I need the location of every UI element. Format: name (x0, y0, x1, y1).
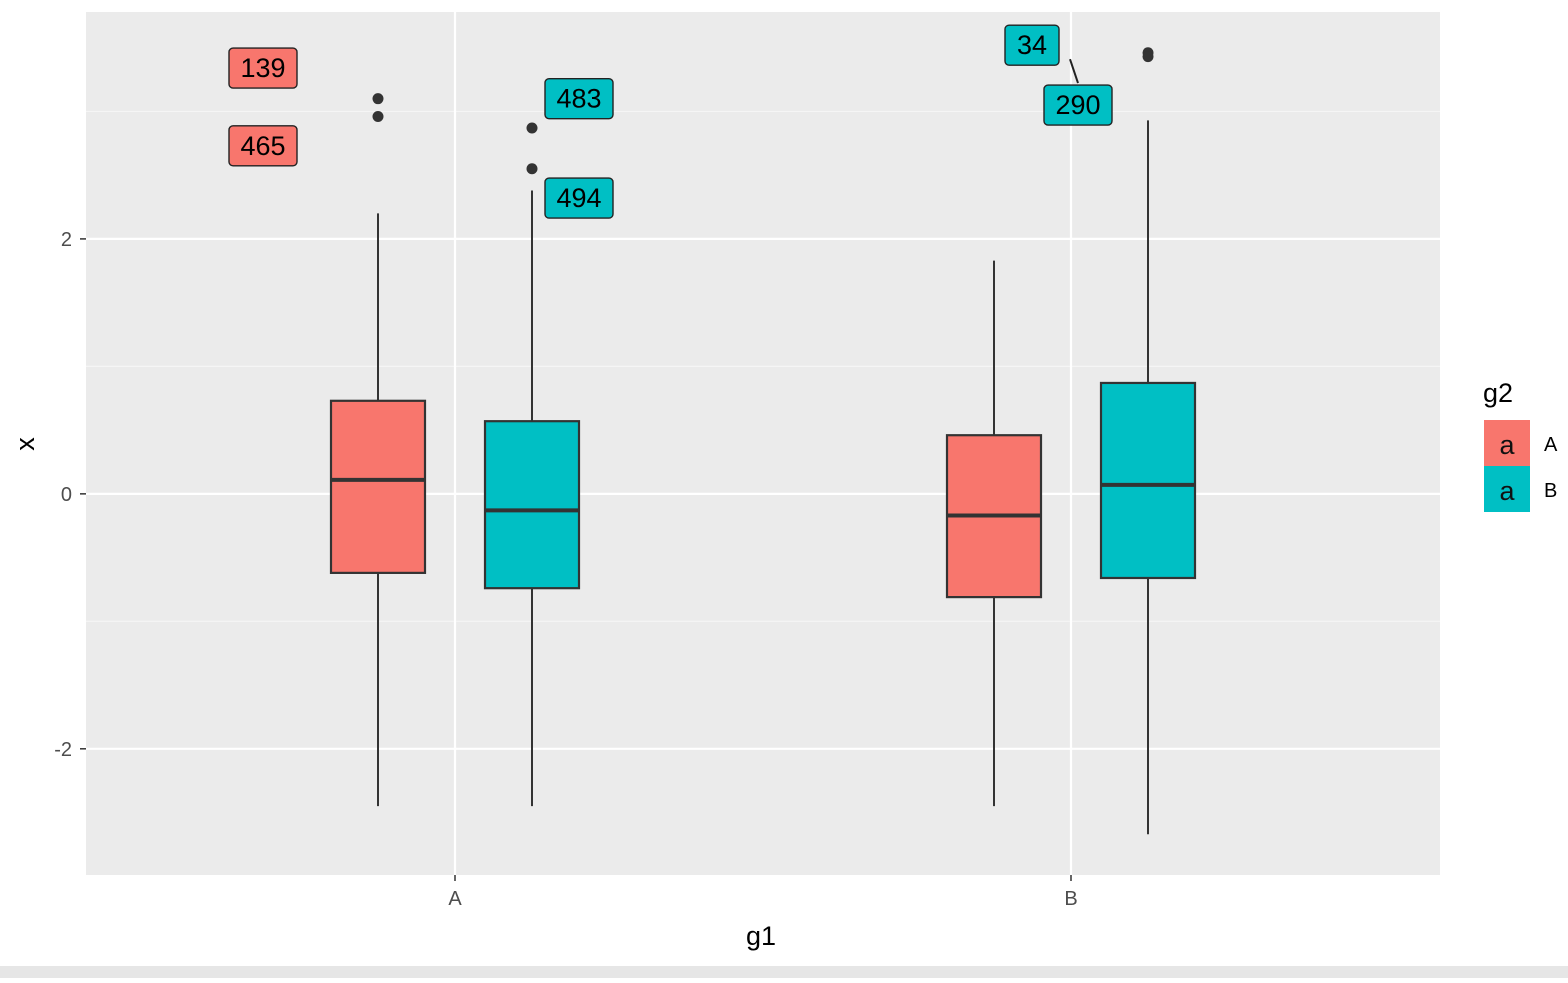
y-axis-title: x (10, 437, 40, 451)
outlier-label-box (228, 47, 298, 89)
label-leader-line (1069, 58, 1079, 84)
outlier-label-text: 483 (556, 84, 601, 114)
outlier-label-box (1004, 24, 1060, 66)
axes: -2 0 2 A B (54, 229, 1077, 910)
boxes (329, 47, 1197, 835)
outlier-label-text: 465 (240, 131, 285, 161)
grid-lines (86, 12, 1440, 875)
outlier-label: 494 (544, 177, 614, 219)
legend-key-b (1484, 466, 1530, 512)
outlier-label-text: 494 (556, 183, 601, 213)
y-tick-label: 2 (61, 229, 72, 251)
legend-label-a: A (1544, 434, 1558, 456)
outlier-label-text: 139 (240, 53, 285, 83)
outlier-point (526, 122, 538, 134)
outlier-label-box (544, 177, 614, 219)
outlier-label: 139 (228, 47, 298, 89)
outlier-point (372, 93, 384, 105)
outlier-label-box (1043, 84, 1113, 126)
outlier-point (526, 163, 538, 175)
box-b-a (483, 122, 581, 807)
box-iqr (483, 420, 581, 590)
outlier-point (372, 111, 384, 123)
outlier-label: 483 (544, 77, 614, 120)
outlier-point (1142, 51, 1154, 63)
outlier-label: 465 (228, 125, 298, 167)
x-tick-label: A (448, 888, 462, 910)
legend-title: g2 (1483, 378, 1513, 408)
y-tick-label: 0 (61, 484, 72, 506)
outlier-label: 34 (1004, 24, 1060, 66)
legend-key-a (1484, 420, 1530, 466)
box-a-b (945, 260, 1043, 807)
outlier-label-text: 290 (1055, 90, 1100, 120)
legend-key-glyph: a (1499, 476, 1515, 506)
legend-label-b: B (1544, 480, 1557, 502)
outlier-label-text: 34 (1017, 30, 1047, 60)
outlier-label-box (544, 77, 614, 120)
box-b-b (1099, 47, 1197, 835)
window-bottom-strip (0, 966, 1568, 978)
box-a-a (329, 93, 427, 807)
plot-panel (86, 12, 1440, 875)
outlier-labels: 139 465 483 494 34 290 (228, 24, 1113, 219)
outlier-label: 290 (1043, 84, 1113, 126)
box-iqr (329, 399, 427, 574)
x-axis-title: g1 (746, 921, 776, 951)
outlier-label-box (228, 125, 298, 167)
box-iqr (1099, 381, 1197, 580)
y-tick-label: -2 (54, 739, 72, 761)
legend-key-glyph: a (1499, 430, 1515, 460)
legend: g2 a Aa B (1483, 378, 1558, 512)
x-tick-label: B (1064, 888, 1077, 910)
